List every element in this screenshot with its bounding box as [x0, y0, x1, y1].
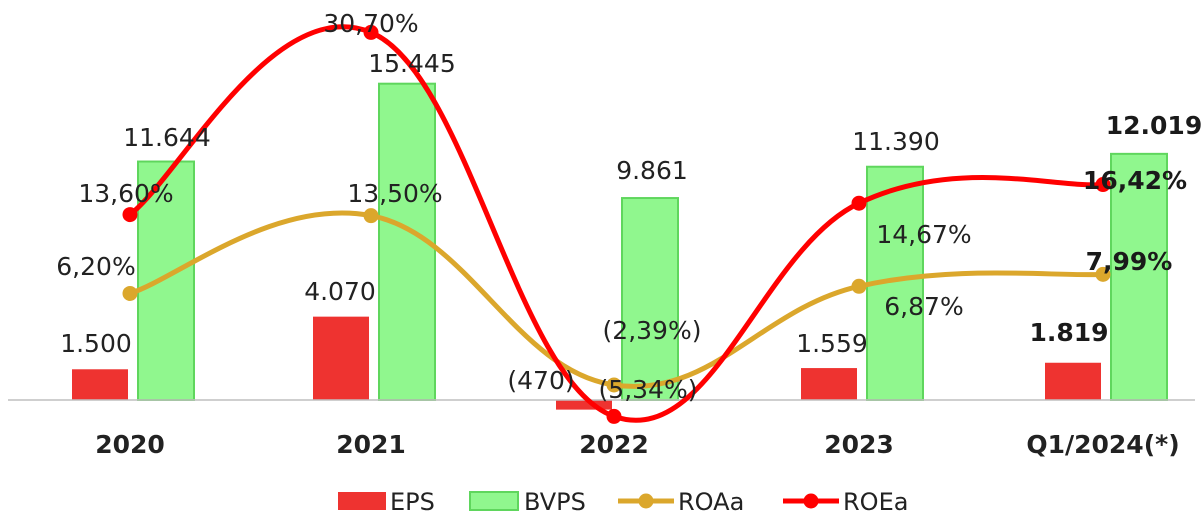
bvps-data-label: 11.390 — [852, 127, 939, 156]
roaa-point — [852, 279, 867, 294]
category-labels: 2020 2021 2022 2023 Q1/2024(*) — [95, 430, 1179, 459]
roea-point — [607, 409, 622, 424]
roaa-data-label: 7,99% — [1086, 247, 1173, 276]
legend-label: ROEa — [843, 488, 908, 515]
x-tick-label: 2021 — [336, 430, 406, 459]
bvps-data-label: 9.861 — [616, 156, 688, 185]
legend-item-roea: ROEa — [783, 488, 908, 515]
legend-label: BVPS — [524, 488, 586, 515]
eps-bar — [801, 368, 857, 400]
legend-item-roaa: ROAa — [618, 488, 744, 515]
roaa-point — [364, 208, 379, 223]
x-tick-label: 2022 — [579, 430, 649, 459]
bvps-data-label: 12.019 — [1106, 111, 1202, 140]
x-tick-label: 2020 — [95, 430, 165, 459]
legend-label: ROAa — [678, 488, 744, 515]
legend-marker — [639, 494, 654, 509]
roea-data-label: 16,42% — [1083, 166, 1187, 195]
x-tick-label: Q1/2024(*) — [1026, 430, 1179, 459]
roea-data-label: 14,67% — [876, 220, 971, 249]
roea-point — [123, 207, 138, 222]
bvps-data-label: 11.644 — [123, 123, 210, 152]
roaa-data-label: 13,50% — [347, 179, 442, 208]
roea-data-label: 13,60% — [78, 179, 173, 208]
legend-item-bvps: BVPS — [470, 488, 586, 515]
bvps-bar — [622, 198, 678, 400]
eps-data-label: 4.070 — [304, 277, 376, 306]
eps-bar — [313, 317, 369, 400]
roaa-data-label: 6,20% — [56, 252, 135, 281]
legend-label: EPS — [390, 488, 435, 515]
roea-data-label: 30,70% — [323, 9, 418, 38]
roea-point — [852, 196, 867, 211]
eps-data-label: 1.500 — [60, 329, 132, 358]
legend-item-eps: EPS — [338, 488, 435, 515]
roea-data-label: (5,34%) — [599, 375, 698, 404]
legend-swatch — [338, 492, 386, 510]
legend-swatch — [470, 492, 518, 510]
eps-data-label: 1.819 — [1029, 318, 1108, 347]
legend: EPS BVPS ROAa ROEa — [338, 488, 908, 515]
eps-data-label: (470) — [507, 366, 574, 395]
x-tick-label: 2023 — [824, 430, 894, 459]
legend-marker — [804, 494, 819, 509]
roaa-data-label: 6,87% — [884, 292, 963, 321]
eps-bar — [1045, 363, 1101, 400]
bvps-data-label: 15.445 — [368, 49, 455, 78]
roaa-point — [123, 286, 138, 301]
eps-data-label: 1.559 — [796, 329, 868, 358]
roaa-data-label: (2,39%) — [603, 316, 702, 345]
eps-bar — [72, 369, 128, 400]
bars-layer — [72, 84, 1167, 410]
